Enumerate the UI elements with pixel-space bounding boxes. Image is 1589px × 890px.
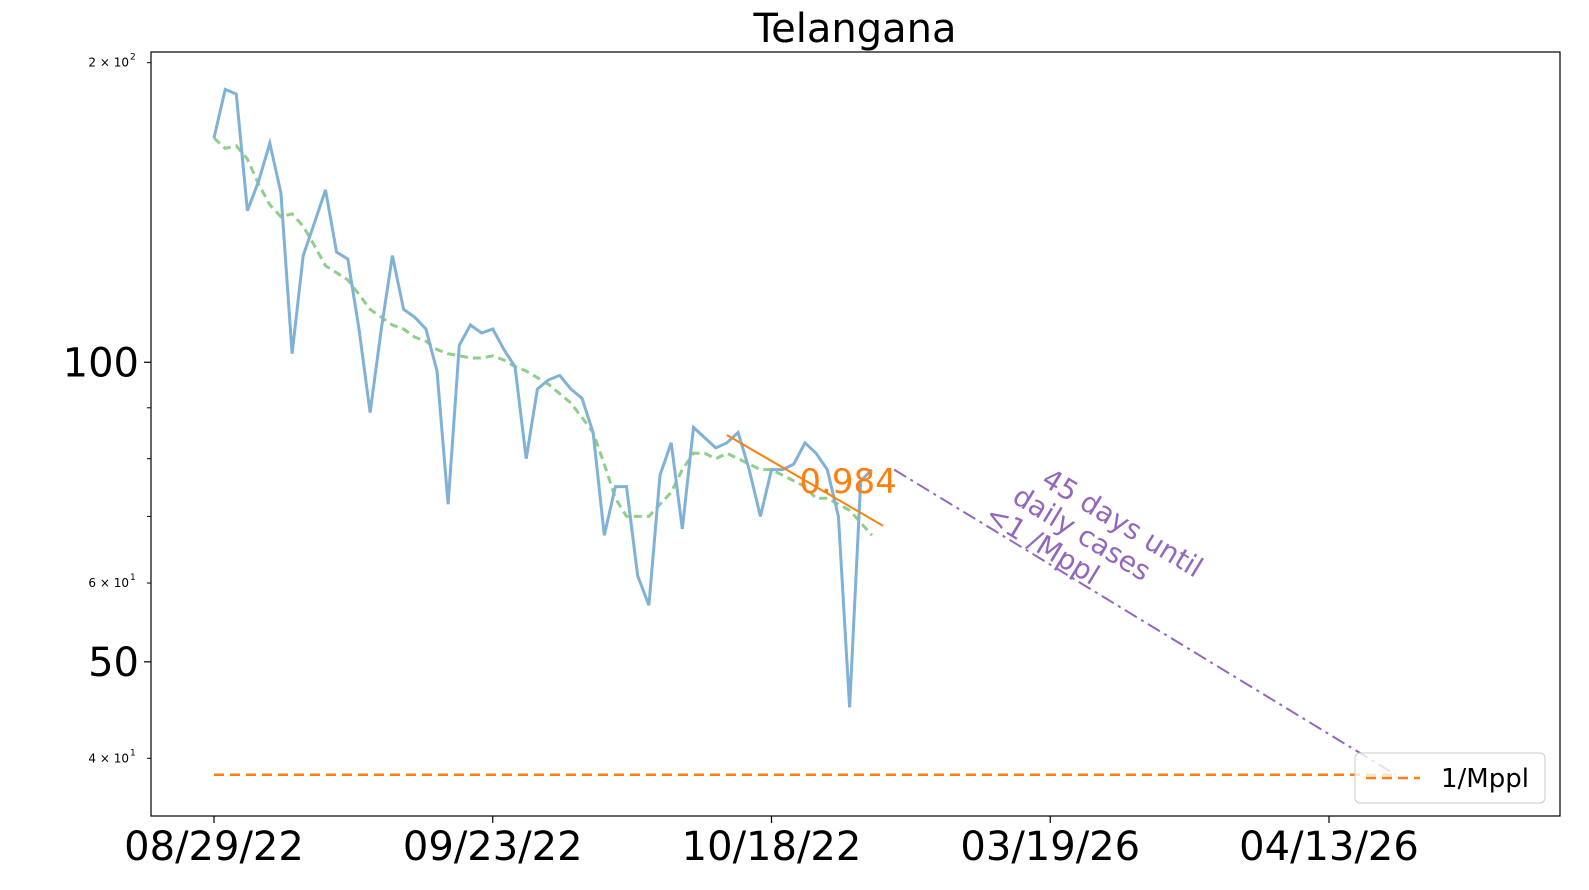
- x-tick-label-2: 10/18/22: [682, 824, 862, 870]
- x-tick-label-3: 03/19/26: [960, 824, 1140, 870]
- x-axis: 08/29/22 09/23/22 10/18/22 03/19/26 04/13/26: [124, 816, 1419, 870]
- projection-annotation: 45 days until daily cases <1 /Mppl: [980, 446, 1217, 640]
- trend-fit-label: 0.984: [799, 462, 896, 502]
- series-average-line: [212, 136, 874, 537]
- legend-label: 1/Mppl: [1441, 764, 1529, 794]
- y-tick-label-0: 100: [63, 340, 139, 386]
- projection-line: [893, 468, 1397, 776]
- legend: 1/Mppl: [1354, 752, 1546, 804]
- x-tick-label-0: 08/29/22: [124, 824, 304, 870]
- plot-frame: [150, 51, 1561, 817]
- series-daily-line: [212, 87, 873, 708]
- y-minor-exp-2: 1: [130, 748, 136, 758]
- y-minor-label-0: 2 × 10: [88, 56, 129, 70]
- y-minor-exp-1: 1: [130, 573, 136, 583]
- trend-fit-line: [726, 434, 884, 527]
- y-tick-label-1: 50: [88, 640, 139, 686]
- chart-title: Telangana: [753, 6, 957, 52]
- y-minor-label-2: 4 × 10: [88, 751, 129, 765]
- x-tick-label-4: 04/13/26: [1239, 824, 1419, 870]
- y-minor-exp-0: 2: [130, 53, 136, 63]
- legend-box: [1354, 752, 1546, 804]
- x-tick-label-1: 09/23/22: [403, 824, 583, 870]
- y-minor-label-1: 6 × 10: [88, 576, 129, 590]
